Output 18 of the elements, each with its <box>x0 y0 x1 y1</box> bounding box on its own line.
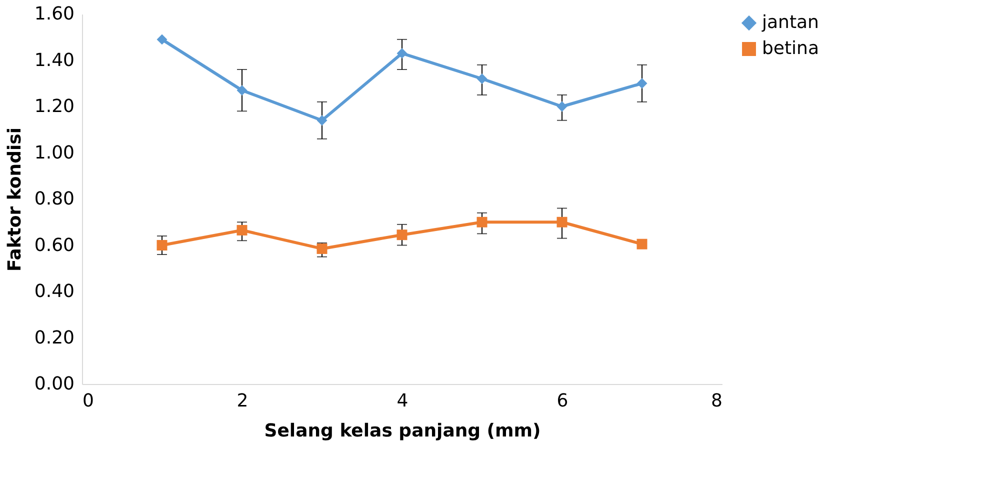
y-tick-label: 0.40 <box>34 281 74 302</box>
y-tick-label: 1.20 <box>34 96 74 117</box>
x-axis-title: Selang kelas panjang (mm) <box>264 420 541 442</box>
x-tick-label: 6 <box>556 390 568 412</box>
y-tick-label: 0.80 <box>34 188 74 210</box>
x-tick-label: 4 <box>396 390 408 412</box>
y-tick-label: 0.20 <box>34 327 74 348</box>
legend-label: betina <box>762 38 819 59</box>
legend-label: jantan <box>761 12 819 33</box>
y-tick-label: 1.00 <box>34 142 74 164</box>
y-tick-label: 1.40 <box>34 50 74 71</box>
y-tick-label: 0.00 <box>34 374 74 394</box>
x-tick-label: 0 <box>82 390 94 412</box>
y-tick-label: 1.60 <box>34 4 74 24</box>
y-axis-title: Faktor kondisi <box>4 127 26 272</box>
x-tick-label: 2 <box>236 390 248 412</box>
y-tick-label: 0.60 <box>34 234 74 256</box>
x-tick-label: 8 <box>711 390 722 412</box>
